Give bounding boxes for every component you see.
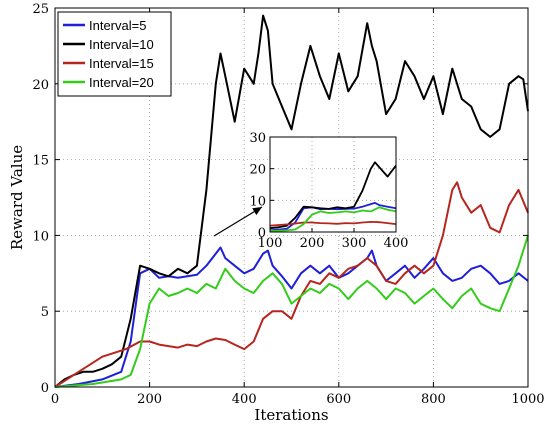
legend-label: Interval=15 [89,56,154,71]
inset-y-tick-label: 30 [249,131,266,146]
inset-chart: 100 200 300 400 0 10 20 30 [249,131,408,251]
inset-series-group [270,161,396,232]
x-tick-label: 400 [232,392,257,407]
inset-y-tick-label: 0 [258,226,266,241]
inset-arrow-head [252,207,262,216]
inset-x-tick-label: 400 [384,236,409,251]
legend-label: Interval=5 [89,18,146,33]
y-tick-label: 5 [41,305,49,320]
series-line-interval-15 [54,181,529,388]
y-tick-label: 20 [32,78,49,93]
x-axis-label: Iterations [254,406,328,424]
series-line-interval-15 [270,220,396,227]
x-tick-label: 0 [51,392,59,407]
x-tick-label: 1000 [511,392,544,407]
inset-x-tick-label: 200 [300,236,325,251]
x-tick-label: 600 [326,392,351,407]
legend-label: Interval=10 [89,37,154,52]
y-tick-label: 25 [32,2,49,17]
main-plot-frame [54,7,529,388]
inset-y-tick-label: 20 [249,163,266,178]
series-line-interval-10 [270,161,396,230]
series-line-interval-20 [270,206,396,232]
legend: Interval=5 Interval=10 Interval=15 Interval… [57,11,172,97]
y-tick-label: 10 [32,229,49,244]
x-tick-label: 800 [421,392,446,407]
y-tick-label: 0 [41,381,49,396]
y-tick-label: 15 [32,154,49,169]
y-axis-label: Reward Value [8,145,26,250]
legend-label: Interval=20 [89,75,154,90]
series-line-interval-5 [54,246,529,388]
x-tick-label: 200 [137,392,162,407]
inset-arrow-line [213,206,263,237]
series-line-interval-20 [54,235,529,388]
inset-x-tick-label: 100 [258,236,283,251]
inset-y-tick-label: 10 [249,194,266,209]
main-series-group [54,14,529,388]
inset-arrow [213,206,263,237]
series-line-interval-10 [54,14,529,388]
inset-background [270,137,396,232]
inset-x-tick-label: 300 [342,236,367,251]
inset-frame [269,136,397,233]
